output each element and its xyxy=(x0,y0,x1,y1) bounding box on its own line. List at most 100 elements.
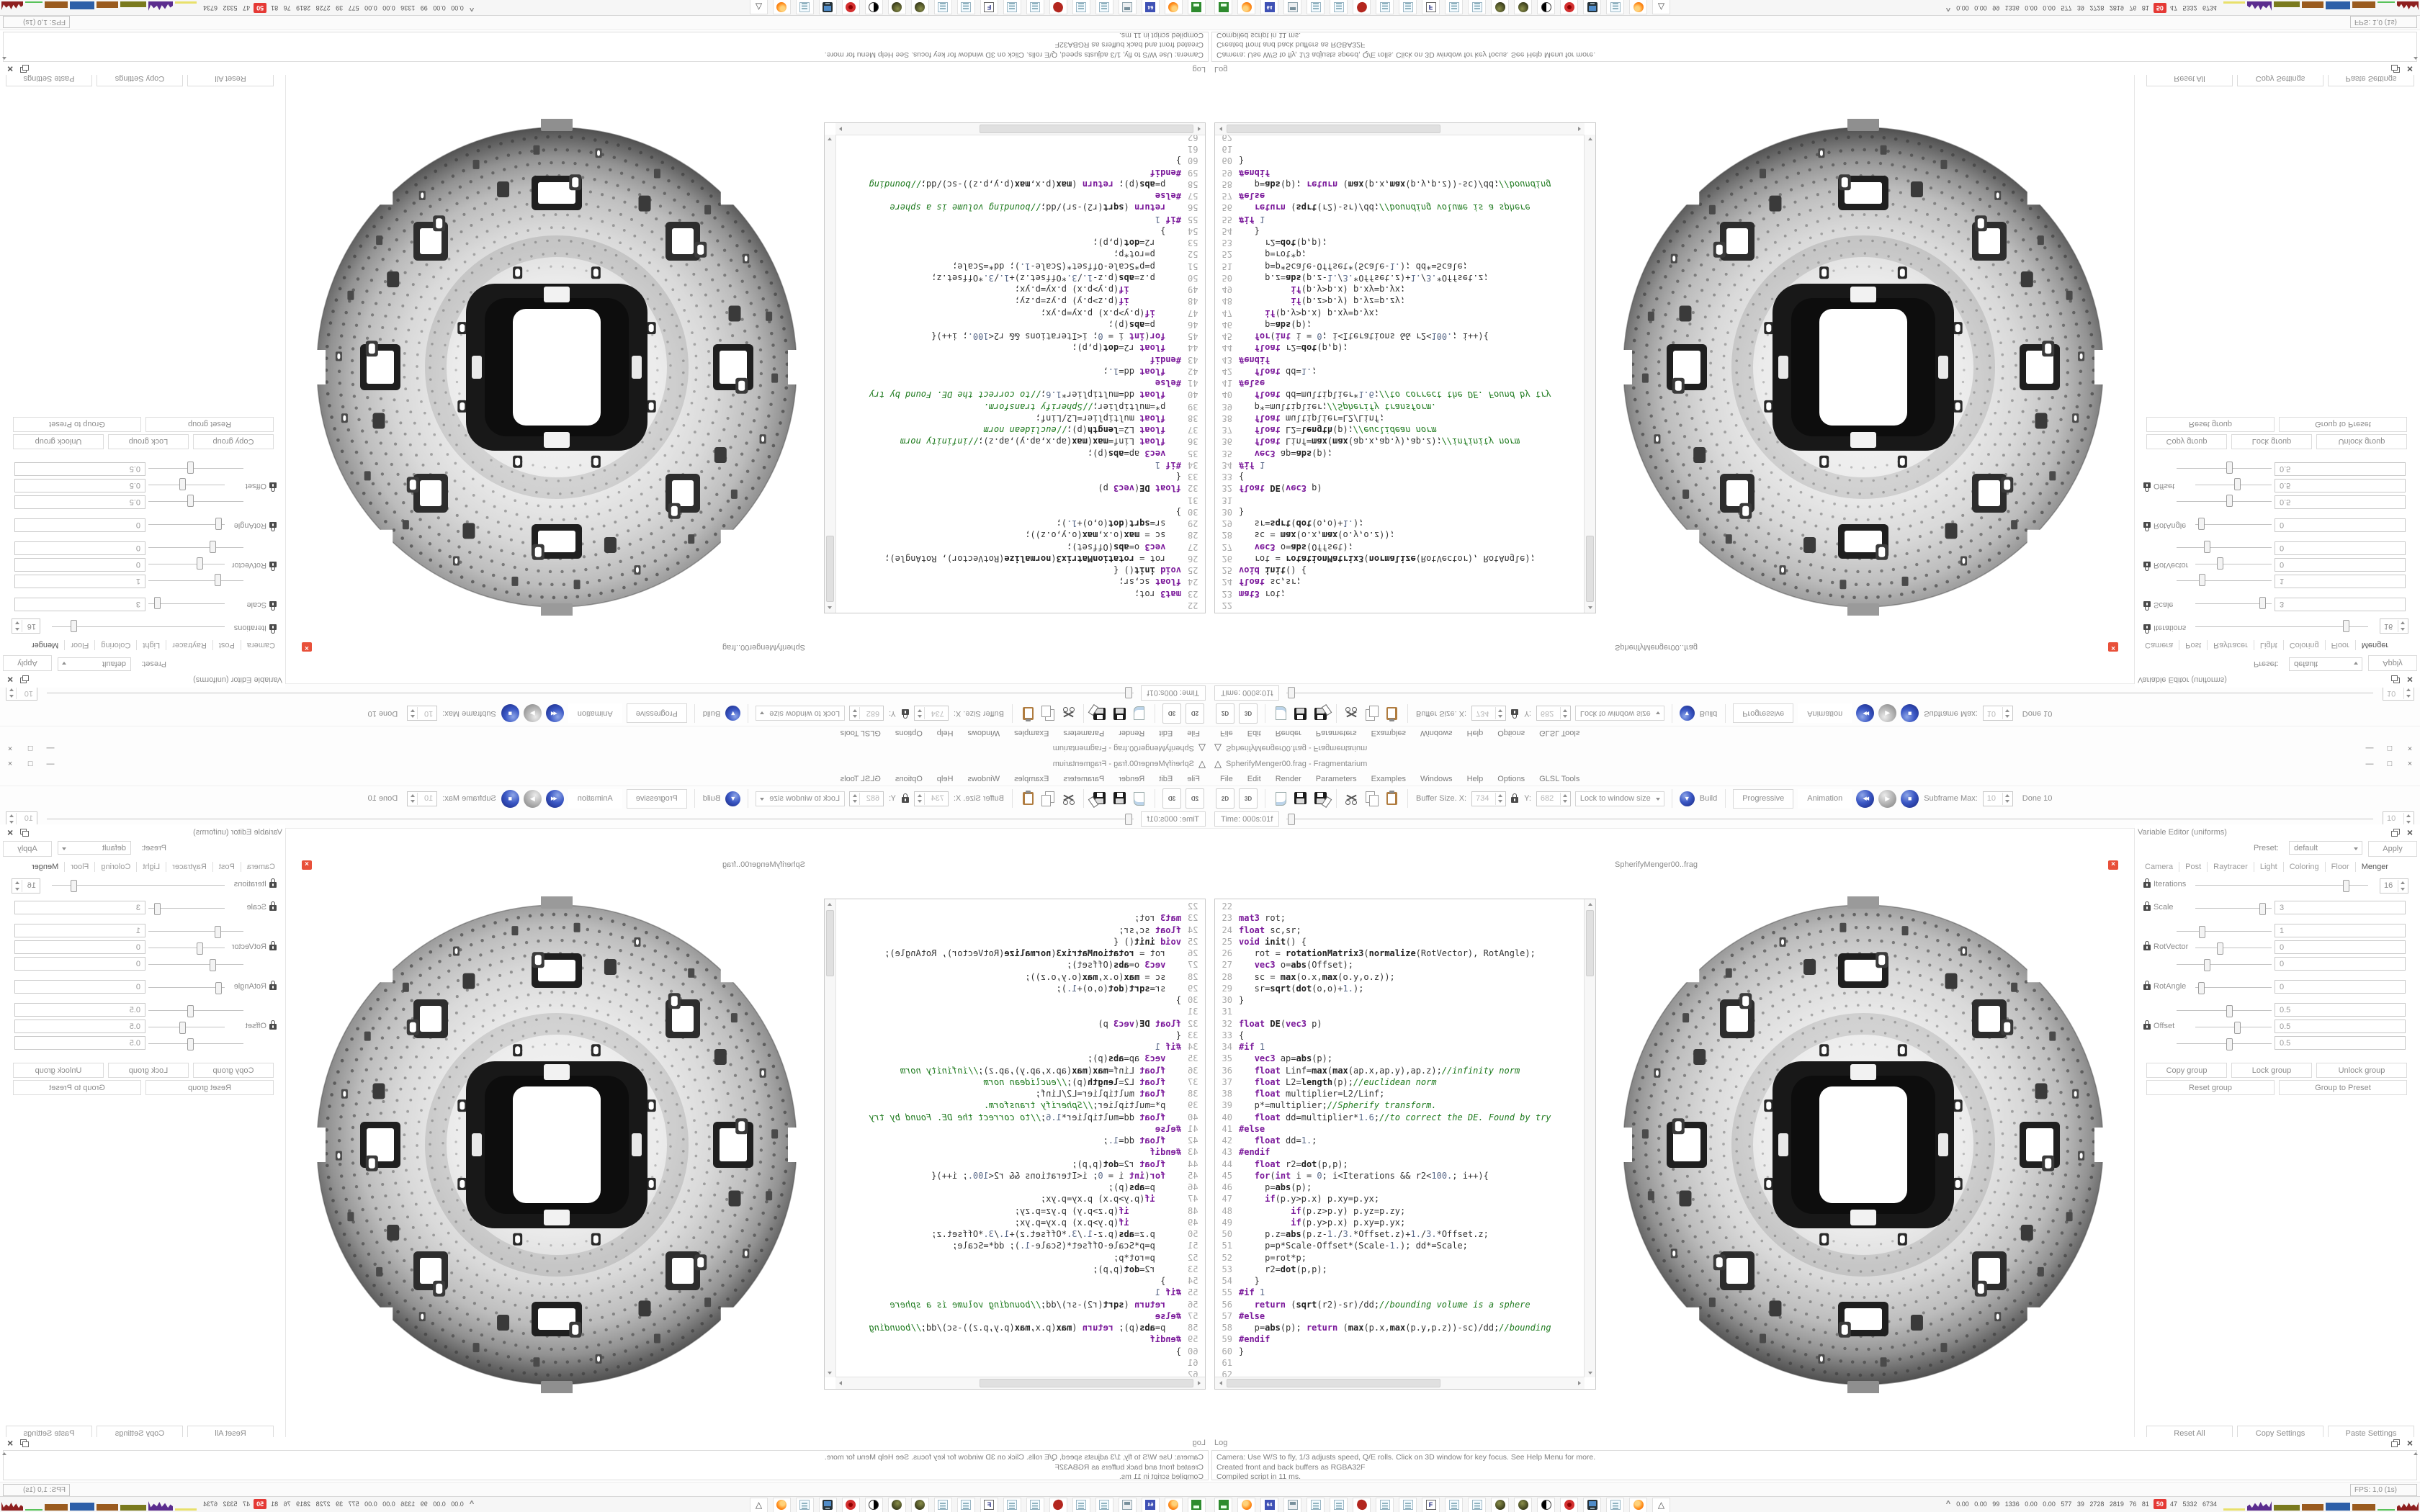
taskbar-icon-firefox[interactable] xyxy=(773,0,791,15)
slider-thumb-offset-2[interactable] xyxy=(2226,1038,2233,1050)
param-value-offset-2[interactable]: 0.5 xyxy=(2275,1036,2406,1050)
spin-arrows[interactable] xyxy=(1559,707,1569,720)
button-unlock-group[interactable]: Unlock group xyxy=(2316,434,2407,449)
tab-post[interactable]: Post xyxy=(2185,641,2202,649)
float-panel-icon[interactable] xyxy=(2391,675,2400,683)
param-value-rotvector-1[interactable]: 0 xyxy=(14,940,145,954)
hscroll-thumb[interactable] xyxy=(980,1379,1193,1387)
param-value-rotvector-2[interactable]: 0 xyxy=(2275,541,2406,555)
taskbar-icon-greenbox[interactable] xyxy=(1214,0,1232,15)
taskbar-icon-notepad[interactable] xyxy=(1095,1497,1113,1512)
tray-expand-icon[interactable]: ^ xyxy=(1945,1500,1951,1508)
lock-icon-rotvector[interactable] xyxy=(2143,941,2151,950)
tab-light[interactable]: Light xyxy=(143,641,161,649)
vscroll-thumb[interactable] xyxy=(826,536,834,602)
taskbar-icon-notepad[interactable] xyxy=(1026,0,1044,15)
lock-icon-scale[interactable] xyxy=(269,601,277,607)
tab-camera[interactable]: Camera xyxy=(2145,863,2174,871)
slider-rotvector-2[interactable] xyxy=(2177,964,2272,965)
button-unlock-group[interactable]: Unlock group xyxy=(13,434,104,449)
param-value-offset-1[interactable]: 0.5 xyxy=(14,479,145,492)
apply-button[interactable]: Apply xyxy=(3,655,52,671)
taskbar-icon-firefox[interactable] xyxy=(1165,1497,1183,1512)
copy-button[interactable] xyxy=(1040,706,1056,721)
buffer-lock-icon[interactable] xyxy=(1511,709,1519,715)
apply-button[interactable]: Apply xyxy=(2368,655,2417,671)
lock-icon-iterations[interactable] xyxy=(2143,878,2151,888)
taskbar-icon-pyramid[interactable]: △ xyxy=(1652,0,1670,15)
button-copy-settings[interactable]: Copy Settings xyxy=(2237,1426,2323,1441)
close-tab-icon[interactable]: × xyxy=(2108,642,2118,652)
taskbar-icon-printer[interactable] xyxy=(1119,1497,1137,1512)
slider-thumb-offset-0[interactable] xyxy=(187,495,194,507)
close-button[interactable]: × xyxy=(2407,744,2413,752)
maximize-button[interactable]: □ xyxy=(2387,744,2393,752)
param-value-scale-0[interactable]: 3 xyxy=(2275,901,2406,914)
button-copy-group[interactable]: Copy group xyxy=(193,1063,274,1078)
param-value-rotvector-2[interactable]: 0 xyxy=(2275,957,2406,971)
build-button[interactable]: Build xyxy=(1699,794,1718,803)
tab-post[interactable]: Post xyxy=(218,863,235,871)
button-lock-group[interactable]: Lock group xyxy=(2231,434,2312,449)
slider-thumb-rotvector-1[interactable] xyxy=(197,557,203,570)
menu-render[interactable]: Render xyxy=(1119,774,1145,783)
button-copy-group[interactable]: Copy group xyxy=(193,434,274,449)
taskbar-icon-floppy64[interactable]: 64 xyxy=(1142,1497,1160,1512)
time-spinbox[interactable]: 10 xyxy=(2383,685,2414,701)
log-scroll-up-icon[interactable] xyxy=(2414,1452,2418,1455)
taskbar-icon-notepad[interactable] xyxy=(1307,1497,1325,1512)
taskbar-icon-sphere[interactable] xyxy=(911,1497,929,1512)
taskbar-icon-notepad[interactable] xyxy=(1026,1497,1044,1512)
slider-thumb-rotvector-2[interactable] xyxy=(2204,541,2210,553)
button-copy-group[interactable]: Copy group xyxy=(2146,434,2227,449)
log-scroll-up-icon[interactable] xyxy=(2,57,6,60)
menu-glsl-tools[interactable]: GLSL Tools xyxy=(1539,774,1580,783)
taskbar-icon-notepad[interactable] xyxy=(1330,0,1348,15)
taskbar-icon-swirl[interactable] xyxy=(865,0,883,15)
menu-parameters[interactable]: Parameters xyxy=(1315,774,1357,783)
hscroll-thumb[interactable] xyxy=(980,125,1193,133)
taskbar-icon-redsplat[interactable] xyxy=(1049,1497,1067,1512)
tray-expand-icon[interactable]: ^ xyxy=(469,1500,475,1508)
save-as-button[interactable] xyxy=(1313,791,1332,809)
lock-icon-scale[interactable] xyxy=(269,905,277,911)
preset-dropdown[interactable]: default xyxy=(58,841,131,855)
taskbar-icon-notepad[interactable] xyxy=(1606,1497,1624,1512)
slider-thumb-offset-0[interactable] xyxy=(187,1005,194,1017)
close-button[interactable]: × xyxy=(7,744,13,752)
taskbar-icon-redring[interactable] xyxy=(842,1497,860,1512)
buffer-y-spinbox[interactable]: 682 xyxy=(849,791,884,806)
buffer-lock-icon[interactable] xyxy=(901,797,909,803)
param-spinbox-iterations[interactable]: 16 xyxy=(12,618,40,634)
spin-arrows[interactable] xyxy=(915,707,925,720)
menu-edit[interactable]: Edit xyxy=(1247,729,1261,738)
lock-icon-iterations[interactable] xyxy=(2143,624,2151,630)
taskbar-icon-notepad[interactable] xyxy=(1445,0,1463,15)
tray-expand-icon[interactable]: ^ xyxy=(1945,4,1951,12)
tab-floor[interactable]: Floor xyxy=(2331,641,2349,649)
button-reset-group[interactable]: Reset group xyxy=(2146,417,2275,432)
open-button[interactable] xyxy=(1131,791,1147,806)
spin-arrows[interactable] xyxy=(1559,792,1569,805)
taskbar-icon-floppy64[interactable]: 64 xyxy=(1260,1497,1278,1512)
taskbar-icon-floppy64[interactable]: 64 xyxy=(1142,0,1160,15)
scroll-right-icon[interactable] xyxy=(1574,1378,1585,1387)
lock-to-window-size-dropdown[interactable]: Lock to window size xyxy=(1574,706,1664,721)
time-spinbox[interactable]: 10 xyxy=(2383,811,2414,827)
slider-rotangle-0[interactable] xyxy=(148,987,225,988)
taskbar-icon-sphere[interactable] xyxy=(1514,1497,1532,1512)
slider-thumb-rotvector-1[interactable] xyxy=(2217,557,2223,570)
build-button[interactable]: Build xyxy=(702,794,721,803)
progressive-button[interactable]: Progressive xyxy=(1733,788,1794,809)
taskbar-icon-greenbox[interactable] xyxy=(1188,0,1206,15)
menu-file[interactable]: File xyxy=(1187,729,1200,738)
editor-vscrollbar[interactable] xyxy=(825,899,836,1377)
menu-edit[interactable]: Edit xyxy=(1247,774,1261,783)
play-button[interactable]: ▶ xyxy=(523,789,542,808)
tab-camera[interactable]: Camera xyxy=(246,863,275,871)
close-log-icon[interactable]: × xyxy=(7,63,14,75)
slider-thumb-iterations-0[interactable] xyxy=(2343,620,2349,632)
save-as-button[interactable] xyxy=(1088,791,1107,809)
menu-examples[interactable]: Examples xyxy=(1371,729,1406,738)
